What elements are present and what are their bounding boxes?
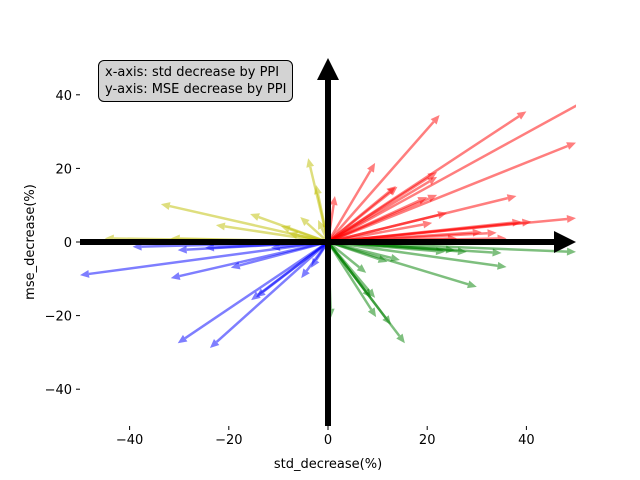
arrow-red [327, 186, 396, 243]
y-tick-label: 40 [55, 89, 72, 104]
arrow-red [327, 104, 576, 244]
arrow-red [327, 218, 522, 244]
y-tick-label: 0 [64, 236, 72, 251]
x-tick-label: 20 [419, 433, 436, 448]
annotation-line-y: y-axis: MSE decrease by PPI [105, 82, 287, 97]
arrow-blue [256, 241, 329, 298]
arrow-blue [177, 240, 329, 344]
arrow-blue [230, 240, 329, 270]
y-tick-label: −20 [45, 310, 72, 325]
arrow-red [327, 194, 438, 244]
arrow-yellow [300, 216, 329, 243]
annotation-box: x-axis: std decrease by PPI y-axis: MSE … [98, 60, 294, 102]
y-axis-label: mse_decrease(%) [23, 184, 38, 300]
annotation-line-x: x-axis: std decrease by PPI [105, 65, 280, 80]
arrow-blue [80, 240, 329, 278]
y-axis-arrow [317, 58, 339, 426]
arrow-red [326, 162, 376, 243]
arrow-red [327, 115, 440, 243]
arrow-green [327, 241, 367, 273]
arrow-green [327, 241, 372, 298]
x-axis-label: std_decrease(%) [274, 457, 382, 472]
arrow-red [327, 176, 438, 244]
x-tick-label: 40 [518, 433, 535, 448]
x-tick-label: 0 [324, 433, 332, 448]
x-tick-label: −20 [215, 433, 242, 448]
y-tick-label: −40 [45, 383, 72, 398]
arrow-green [327, 240, 507, 270]
y-tick-label: 20 [55, 162, 72, 177]
x-tick-label: −40 [116, 433, 143, 448]
x-axis-arrow [80, 231, 576, 253]
arrow-blue [209, 241, 329, 348]
